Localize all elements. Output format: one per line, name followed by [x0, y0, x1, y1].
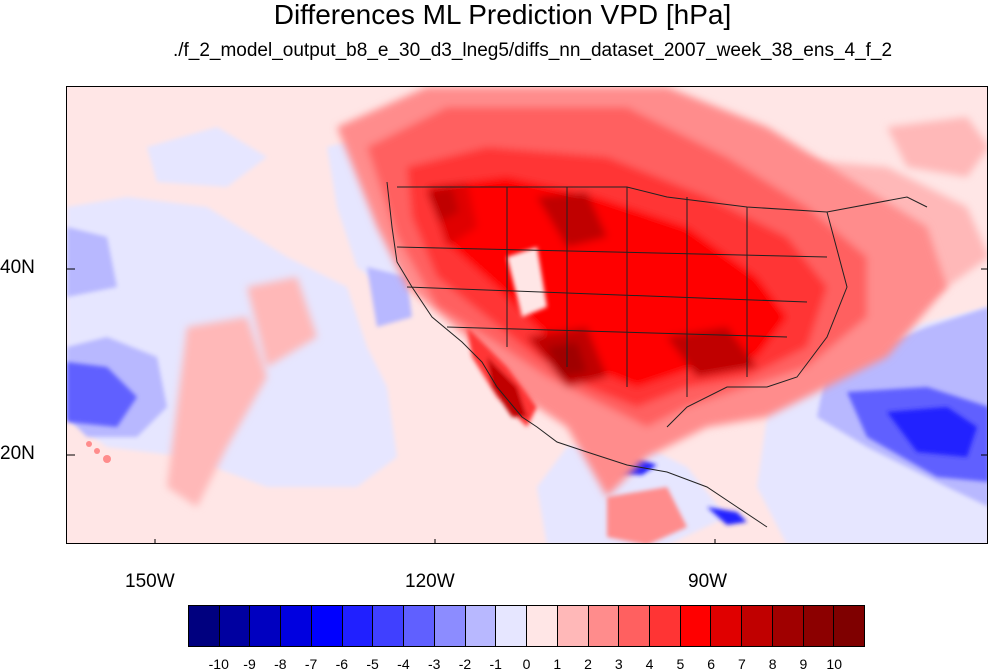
colorbar-tick-label: 5 [676, 656, 685, 672]
colorbar-swatch [803, 606, 835, 646]
colorbar-swatch [342, 606, 374, 646]
colorbar-swatch [588, 606, 620, 646]
colorbar-tick-label: 10 [826, 656, 843, 672]
lon-label-150w: 150W [125, 571, 175, 592]
colorbar-swatch [219, 606, 251, 646]
colorbar-swatch [619, 606, 651, 646]
lat-label-20n: 20N [0, 443, 35, 464]
colorbar-tick-label: 1 [553, 656, 562, 672]
hawaii-islands [86, 441, 111, 463]
coastlines [386, 181, 928, 528]
colorbar [188, 605, 865, 647]
colorbar-swatch [834, 606, 865, 646]
colorbar-swatch [311, 606, 343, 646]
colorbar-tick-label: -10 [208, 656, 229, 672]
colorbar-swatch [527, 606, 558, 646]
colorbar-tick-label: 9 [799, 656, 808, 672]
colorbar-swatch [680, 606, 712, 646]
lon-label-90w: 90W [688, 571, 728, 592]
colorbar-swatch [281, 606, 312, 646]
colorbar-tick-label: 2 [584, 656, 592, 672]
lat-label-40n: 40N [0, 257, 35, 278]
colorbar-swatch [711, 606, 743, 646]
colorbar-tick-label: 0 [522, 656, 531, 672]
colorbar-tick-label: -8 [274, 656, 287, 672]
map-panel [66, 86, 988, 544]
colorbar-swatch [373, 606, 405, 646]
colorbar-tick-label: -5 [366, 656, 379, 672]
colorbar-swatch [189, 606, 220, 646]
vpd-difference-map [67, 87, 987, 543]
colorbar-swatch [557, 606, 589, 646]
colorbar-tick-label: 3 [614, 656, 623, 672]
colorbar-tick-label: 6 [707, 656, 716, 672]
colorbar-tick-label: -9 [243, 656, 256, 672]
chart-subtitle: ./f_2_model_output_b8_e_30_d3_lneg5/diff… [172, 40, 893, 61]
colorbar-tick-label: 4 [645, 656, 654, 672]
lon-label-120w: 120W [405, 571, 455, 592]
colorbar-swatch [742, 606, 773, 646]
colorbar-tick-label: -7 [304, 656, 318, 672]
colorbar-swatch [434, 606, 466, 646]
colorbar-tick-label: 7 [738, 656, 746, 672]
colorbar-tick-label: -6 [335, 656, 349, 672]
colorbar-swatch [250, 606, 282, 646]
baja-anomaly [467, 247, 687, 543]
colorbar-swatch [404, 606, 435, 646]
colorbar-tick-label: 8 [768, 656, 777, 672]
map-tick-marks [67, 268, 987, 543]
colorbar-swatch [650, 606, 681, 646]
colorbar-tick-label: -3 [427, 656, 441, 672]
colorbar-swatch [772, 606, 804, 646]
colorbar-swatch [465, 606, 497, 646]
colorbar-tick-label: -2 [458, 656, 472, 672]
chart-title: Differences ML Prediction VPD [hPa] [273, 0, 732, 30]
colorbar-tick-label: -4 [397, 656, 410, 672]
colorbar-swatch [496, 606, 528, 646]
colorbar-tick-label: -1 [489, 656, 502, 672]
